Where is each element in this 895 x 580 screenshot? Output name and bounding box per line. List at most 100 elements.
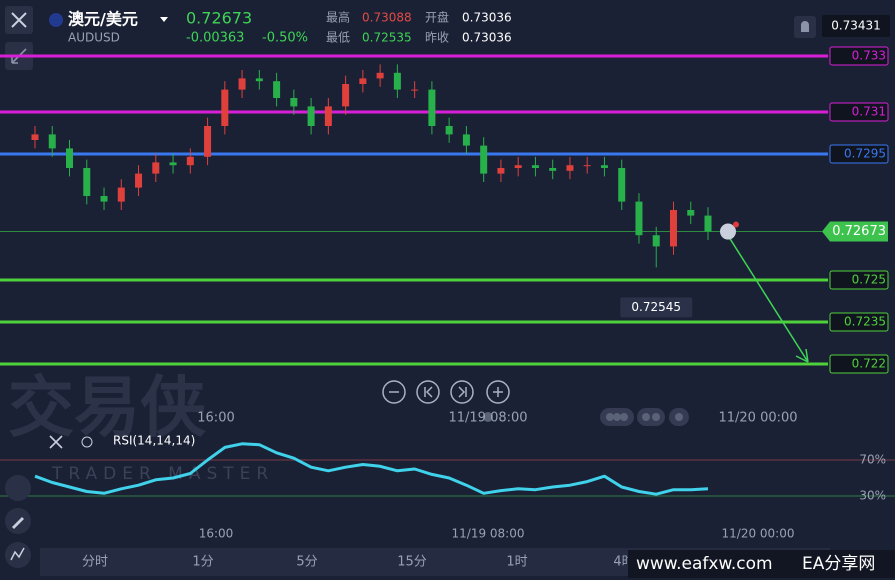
candle-body	[152, 162, 160, 174]
prev-close-label: 昨收	[425, 31, 449, 45]
candle-body	[549, 168, 557, 171]
last-price: 0.72673	[186, 9, 252, 28]
candle-body	[393, 72, 401, 90]
watermark-box	[628, 550, 895, 578]
watermark-site-name: EA分享网	[802, 554, 875, 574]
open-label: 开盘	[425, 10, 449, 25]
candle-body	[66, 148, 74, 168]
price-level-label: 0.733	[852, 49, 886, 63]
zoom-out[interactable]	[382, 380, 406, 404]
candle-body	[652, 235, 660, 247]
rsi-level-label: 70%	[859, 453, 886, 467]
candle-body	[445, 126, 453, 135]
low-label: 最低	[326, 31, 350, 45]
candle-body	[100, 196, 108, 202]
candle-body	[83, 168, 91, 196]
candle-body	[669, 210, 677, 247]
zoom-in[interactable]	[486, 380, 510, 404]
candle-body	[514, 165, 522, 168]
current-price-label: 0.72673	[832, 224, 886, 239]
candle-body	[342, 84, 350, 107]
dropdown-icon[interactable]	[160, 17, 168, 22]
period-tab[interactable]: 分时	[82, 555, 108, 570]
prev-close-value: 0.73036	[462, 31, 512, 45]
rsi-label: RSI(14,14,14)	[113, 434, 195, 448]
rsi-level-label: 30%	[859, 489, 886, 503]
candle-body	[428, 89, 436, 126]
candle-body	[566, 165, 574, 171]
step-forward[interactable]	[450, 380, 474, 404]
candle-body	[221, 89, 229, 126]
rsi-close[interactable]	[49, 435, 63, 449]
candle-body	[135, 173, 143, 188]
low-marker-label: 0.72545	[631, 300, 681, 314]
symbol-code: AUDUSD	[68, 31, 120, 45]
rsi-time-label: 16:00	[199, 527, 234, 541]
low-marker-box	[620, 297, 693, 318]
high-value: 0.73088	[362, 11, 412, 25]
time-label: 16:00	[197, 411, 234, 426]
candle-body	[324, 106, 332, 126]
price-level-tag	[829, 354, 889, 374]
low-value: 0.72535	[362, 31, 412, 45]
info-dot	[733, 221, 739, 228]
period-tab[interactable]: 1时	[506, 555, 527, 570]
close-icon	[11, 12, 27, 28]
watermark-logo: 交易侠	[8, 369, 206, 446]
candle-body	[31, 134, 39, 140]
pen-icon	[12, 517, 24, 529]
candle-body	[290, 98, 298, 107]
zoom-controls	[382, 380, 510, 404]
price-level-label: 0.722	[852, 357, 886, 371]
watermark-logo-sub: TRADER MASTER	[51, 464, 274, 484]
open-value: 0.73036	[462, 11, 512, 25]
rsi-time-label: 11/19 08:00	[452, 527, 525, 541]
rsi-line	[34, 442, 709, 496]
alert-price: 0.73431	[831, 19, 881, 33]
candle-body	[687, 210, 695, 216]
candle-body	[583, 165, 591, 167]
candle-body	[480, 145, 488, 174]
candle-body	[273, 81, 281, 98]
price-level-tag	[829, 46, 889, 66]
current-price-tag	[822, 221, 888, 242]
candle-body	[635, 201, 643, 236]
period-tab[interactable]: 1分	[192, 555, 213, 570]
period-tab[interactable]: 5分	[296, 555, 317, 570]
rsi-time-label: 11/20 00:00	[722, 527, 795, 541]
step-back[interactable]	[416, 380, 440, 404]
candle-body	[169, 162, 177, 166]
candle-body	[238, 78, 246, 90]
candle-body	[186, 156, 194, 166]
price-level-tag	[829, 102, 889, 122]
candle-body	[255, 78, 263, 82]
symbol-name[interactable]: 澳元/美元	[68, 10, 138, 29]
time-label: 11/20 00:00	[718, 411, 797, 426]
candle-body	[204, 126, 212, 157]
price-level-tag	[829, 270, 889, 290]
page-dots	[483, 408, 689, 426]
price-level-tag	[829, 312, 889, 332]
high-label: 最高	[326, 10, 350, 25]
price-level-label: 0.725	[852, 273, 886, 287]
period-tab[interactable]: 15分	[397, 555, 427, 570]
candle-body	[704, 215, 712, 232]
flag-icon	[49, 13, 63, 27]
info-icon[interactable]	[720, 223, 736, 240]
candle-body	[48, 134, 56, 149]
candle-body	[531, 165, 539, 168]
candle-body	[117, 187, 125, 202]
trend-arrow	[727, 235, 809, 363]
price-level-tag	[829, 144, 889, 164]
candle-body	[359, 78, 367, 84]
time-label: 11/19 08:00	[448, 411, 527, 426]
candle-body	[307, 106, 315, 126]
tool-button[interactable]	[5, 475, 31, 501]
rsi-visibility[interactable]	[81, 436, 93, 448]
candle-body	[618, 168, 626, 202]
candle-body	[376, 72, 384, 79]
price-level-label: 0.7235	[844, 315, 886, 329]
candle-body	[462, 134, 470, 146]
